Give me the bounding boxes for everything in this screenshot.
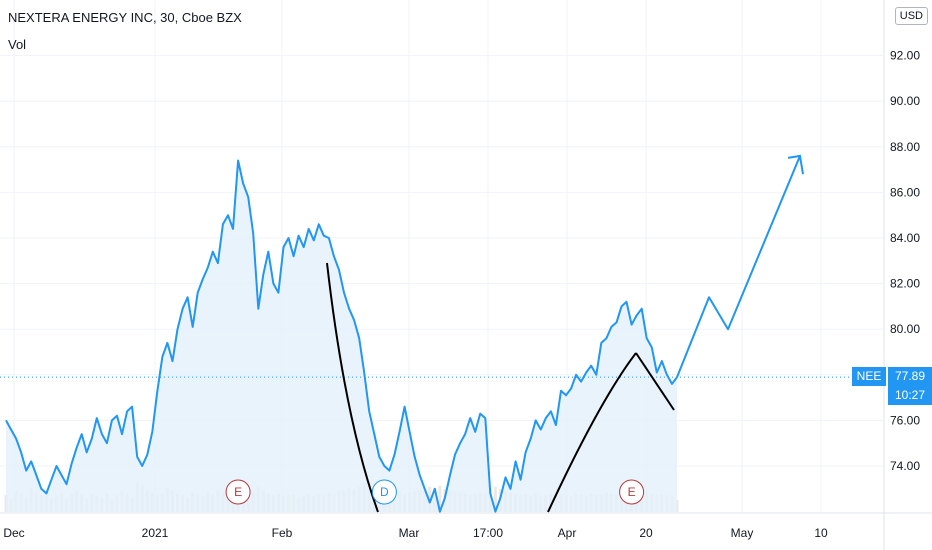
earnings-marker[interactable]: E [619, 479, 645, 505]
marker-label: D [380, 485, 389, 499]
dividend-marker[interactable]: D [371, 479, 397, 505]
y-tick-label: 90.00 [890, 94, 920, 108]
y-tick-label: 76.00 [890, 413, 920, 427]
x-tick-label: Apr [558, 526, 577, 540]
marker-circle[interactable] [371, 479, 397, 505]
marker-circle[interactable] [619, 479, 645, 505]
marker-circle[interactable] [225, 479, 251, 505]
marker-label: E [234, 485, 242, 499]
y-tick-label: 92.00 [890, 49, 920, 63]
projection-arrow[interactable] [676, 155, 801, 378]
bar-countdown: 10:27 [894, 388, 926, 402]
price-area [0, 159, 883, 513]
last-price-tag: 77.89 10:27 [888, 367, 932, 405]
x-tick-label: Dec [3, 526, 24, 540]
symbol-tag: NEE [852, 367, 886, 386]
x-tick-label: 2021 [142, 526, 169, 540]
earnings-marker[interactable]: E [225, 479, 251, 505]
y-tick-label: 84.00 [890, 231, 920, 245]
x-tick-label: Feb [272, 526, 293, 540]
drawn-line-down[interactable] [635, 352, 675, 411]
y-tick-label: 86.00 [890, 185, 920, 199]
y-tick-label: 74.00 [890, 459, 920, 473]
volume-bar [493, 486, 497, 512]
y-tick-label: 88.00 [890, 140, 920, 154]
volume-bar [438, 485, 442, 512]
projection-arrowhead[interactable] [787, 154, 804, 175]
price-axis[interactable]: 74.0076.0078.0080.0082.0084.0086.0088.00… [890, 49, 920, 473]
x-tick-label: 17:00 [473, 526, 503, 540]
last-price: 77.89 [894, 369, 926, 383]
price-line [5, 159, 678, 513]
x-tick-label: 20 [639, 526, 653, 540]
x-tick-label: 10 [814, 526, 828, 540]
drawn-curve-right[interactable] [547, 352, 637, 513]
user-drawings[interactable] [326, 154, 804, 513]
price-area-fill [6, 160, 677, 512]
time-axis[interactable]: Dec 2021 Feb Mar 17:00 Apr 20 May 10 [3, 526, 828, 540]
currency-button[interactable]: USD [894, 7, 928, 25]
volume-legend: Vol [8, 37, 27, 52]
x-tick-label: Mar [399, 526, 420, 540]
volume-bar [428, 486, 432, 512]
marker-label: E [628, 485, 636, 499]
chart-title: NEXTERA ENERGY INC, 30, Cboe BZX [8, 10, 242, 25]
x-tick-label: May [731, 526, 754, 540]
y-tick-label: 82.00 [890, 277, 920, 291]
drawn-curve-left[interactable] [326, 262, 379, 513]
y-tick-label: 80.00 [890, 322, 920, 336]
